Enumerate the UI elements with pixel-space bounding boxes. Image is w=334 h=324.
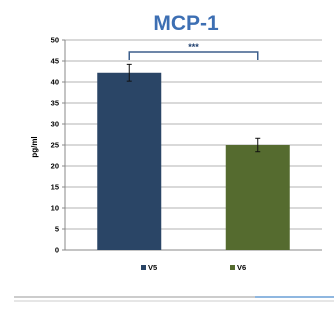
y-tick-label: 40 [51,78,59,87]
y-tick-label: 5 [55,225,59,234]
significance-label: *** [188,42,199,52]
y-tick-label: 30 [51,120,59,129]
legend-swatch-v6 [230,265,235,270]
legend-label-v6: V6 [237,263,246,272]
y-tick-label: 20 [51,162,59,171]
y-axis-label: pg/ml [30,136,39,157]
y-tick-label: 35 [51,99,59,108]
y-tick-label: 10 [51,204,59,213]
bar-v5 [97,72,162,250]
error-bars [126,63,261,153]
chart-title: MCP-1 [153,12,219,35]
significance-bracket: *** [128,42,259,60]
bars [97,72,290,250]
y-axis-ticks: 0 5 10 15 20 25 30 35 40 45 50 [51,36,65,255]
y-tick-label: 15 [51,183,59,192]
legend: V5 V6 [141,263,246,272]
legend-swatch-v5 [141,265,146,270]
legend-label-v5: V5 [148,263,157,272]
y-tick-label: 0 [55,246,59,255]
y-tick-label: 25 [51,141,59,150]
bar-v6 [225,145,290,250]
significance-bracket-line [128,51,259,60]
y-tick-label: 50 [51,36,59,45]
y-tick-label: 45 [51,57,59,66]
